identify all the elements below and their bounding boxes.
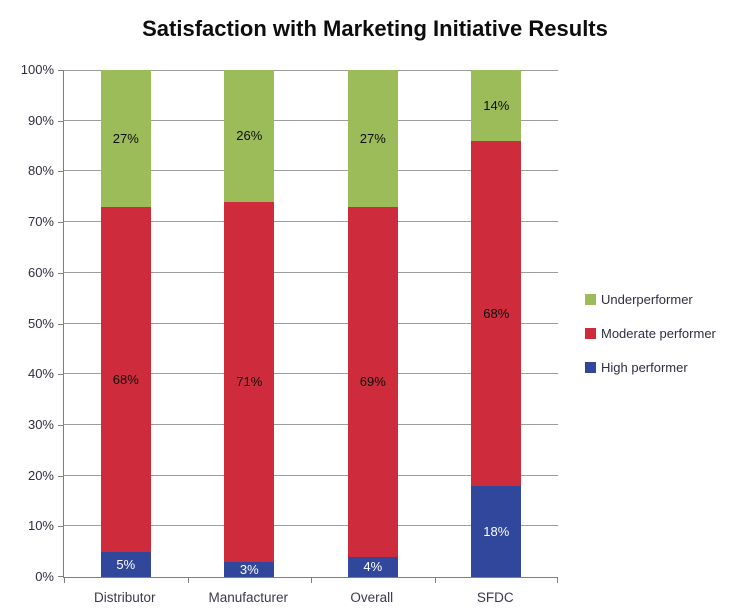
legend-swatch-icon bbox=[585, 327, 596, 339]
y-tick-label: 10% bbox=[27, 518, 54, 534]
category-label: Overall bbox=[350, 590, 394, 605]
y-tick-label: 50% bbox=[27, 315, 54, 331]
legend-label: Underperformer bbox=[601, 291, 693, 307]
data-label: 27% bbox=[112, 130, 139, 146]
bar-segment-moderate: 71% bbox=[224, 201, 275, 562]
bar-manufacturer: 3% 71% 26% bbox=[224, 70, 275, 577]
y-tick-label: 30% bbox=[27, 416, 54, 432]
x-tick-mark bbox=[64, 577, 65, 583]
data-label: 27% bbox=[359, 130, 386, 146]
y-tick-label: 20% bbox=[27, 467, 54, 483]
data-label: 68% bbox=[483, 305, 510, 321]
data-label: 69% bbox=[359, 374, 386, 390]
legend-item: Moderate performer bbox=[585, 323, 716, 343]
gridline bbox=[64, 271, 558, 273]
y-tick-mark bbox=[58, 424, 64, 426]
y-tick-mark bbox=[58, 576, 64, 577]
gridline bbox=[64, 525, 558, 527]
data-label: 18% bbox=[483, 523, 510, 539]
data-label: 5% bbox=[116, 556, 136, 572]
bar-segment-high: 5% bbox=[100, 551, 151, 577]
y-tick-mark bbox=[58, 475, 64, 477]
gridline bbox=[64, 423, 558, 425]
bar-segment-moderate: 69% bbox=[347, 206, 398, 557]
gridline bbox=[64, 70, 558, 71]
category-label: Distributor bbox=[93, 590, 156, 605]
x-tick-mark bbox=[187, 577, 189, 583]
data-label: 14% bbox=[483, 98, 510, 113]
gridline bbox=[64, 221, 558, 223]
category-label: SFDC bbox=[476, 590, 514, 605]
legend-label: Moderate performer bbox=[601, 325, 716, 341]
x-tick-mark bbox=[557, 577, 558, 583]
y-tick-mark bbox=[58, 120, 64, 122]
bar-segment-underperformer: 27% bbox=[100, 70, 151, 207]
legend-label: High performer bbox=[601, 359, 688, 375]
x-tick-mark bbox=[434, 577, 436, 583]
bar-segment-underperformer: 27% bbox=[347, 70, 398, 207]
data-label: 3% bbox=[239, 561, 259, 577]
bar-segment-moderate: 68% bbox=[471, 141, 522, 486]
bar-overall: 4% 69% 27% bbox=[347, 70, 398, 577]
x-tick-mark bbox=[311, 577, 312, 583]
gridline bbox=[64, 322, 558, 324]
gridline bbox=[64, 474, 558, 476]
legend-item: High performer bbox=[585, 357, 716, 377]
y-tick-label: 80% bbox=[27, 163, 54, 179]
bar-segment-high: 18% bbox=[471, 485, 522, 577]
bar-segment-underperformer: 26% bbox=[224, 70, 275, 202]
y-tick-mark bbox=[58, 526, 64, 528]
legend-item: Underperformer bbox=[585, 289, 716, 309]
legend: Underperformer Moderate performer High per… bbox=[585, 289, 716, 391]
legend-swatch-icon bbox=[585, 361, 596, 373]
y-tick-label: 0% bbox=[35, 569, 54, 584]
data-label: 26% bbox=[236, 128, 263, 144]
y-tick-mark bbox=[58, 70, 64, 71]
bar-sfdc: 18% 68% 14% bbox=[471, 70, 522, 577]
gridline bbox=[64, 119, 558, 121]
legend-swatch-icon bbox=[585, 293, 596, 305]
bar-segment-high: 4% bbox=[347, 556, 398, 577]
y-tick-label: 60% bbox=[27, 264, 54, 280]
data-label: 71% bbox=[236, 374, 263, 390]
y-tick-mark bbox=[58, 171, 64, 173]
y-tick-label: 70% bbox=[27, 214, 54, 230]
y-tick-label: 90% bbox=[27, 112, 54, 128]
y-tick-mark bbox=[58, 323, 64, 325]
data-label: 4% bbox=[363, 559, 383, 575]
y-tick-mark bbox=[58, 222, 64, 224]
y-tick-label: 40% bbox=[27, 366, 54, 382]
bar-segment-moderate: 68% bbox=[100, 206, 151, 552]
bar-segment-underperformer: 14% bbox=[471, 70, 522, 141]
data-label: 68% bbox=[112, 371, 139, 387]
chart-title: Satisfaction with Marketing Initiative R… bbox=[142, 16, 608, 41]
gridline bbox=[64, 373, 558, 375]
bar-distributor: 5% 68% 27% bbox=[100, 70, 151, 577]
y-tick-mark bbox=[58, 374, 64, 376]
plot-area: 5% 68% 27% 3% 71% 26% 4% 69% 27% 18% 68% 14% bbox=[58, 70, 558, 583]
bar-segment-high: 3% bbox=[224, 561, 275, 577]
y-tick-label: 100% bbox=[20, 62, 54, 77]
category-label: Manufacturer bbox=[208, 590, 289, 605]
y-tick-mark bbox=[58, 272, 64, 274]
gridline bbox=[64, 170, 558, 172]
